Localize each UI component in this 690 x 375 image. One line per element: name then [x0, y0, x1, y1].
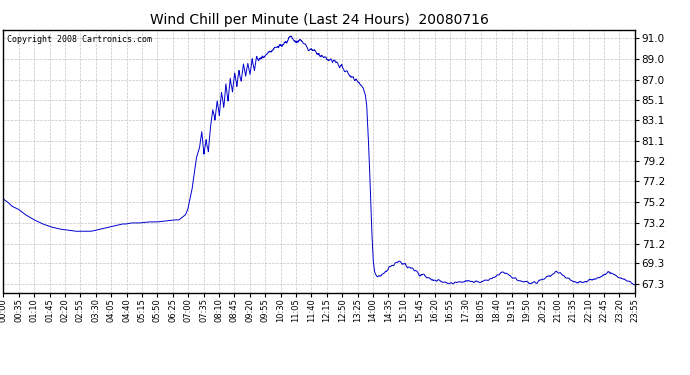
Title: Wind Chill per Minute (Last 24 Hours)  20080716: Wind Chill per Minute (Last 24 Hours) 20…	[150, 13, 489, 27]
Text: Copyright 2008 Cartronics.com: Copyright 2008 Cartronics.com	[7, 35, 152, 44]
